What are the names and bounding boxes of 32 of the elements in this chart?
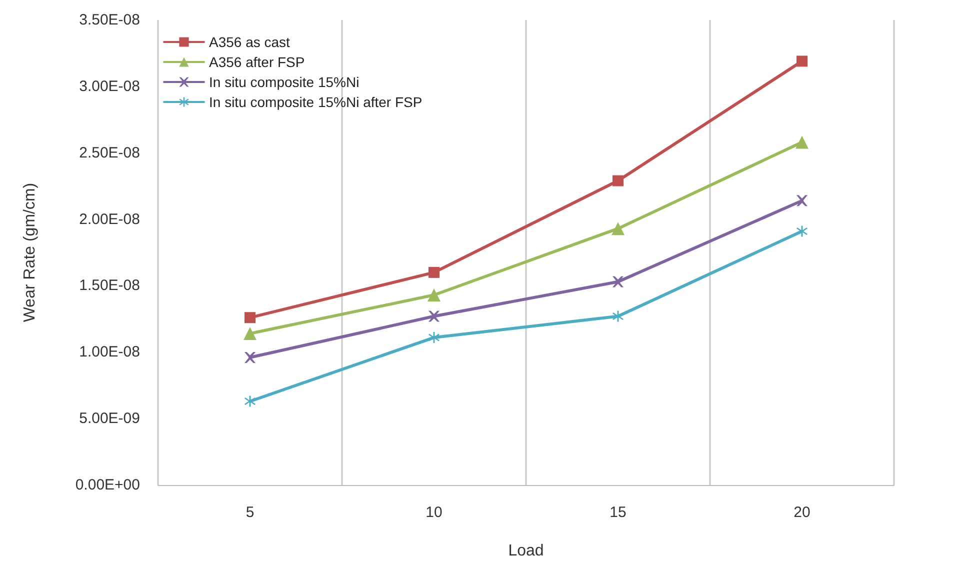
y-tick-label: 1.50E-08	[79, 277, 140, 294]
y-tick-label: 3.50E-08	[79, 12, 140, 28]
point	[796, 136, 808, 149]
point	[244, 312, 256, 324]
point	[428, 310, 440, 322]
point	[612, 276, 624, 288]
legend-label: In situ composite 15%Ni	[209, 74, 360, 90]
point	[796, 56, 808, 67]
x-tick-label: 10	[426, 504, 442, 521]
y-tick-label: 0.00E+00	[75, 476, 140, 494]
y-tick-label: 1.00E-08	[79, 344, 140, 361]
legend-label: A356 after FSP	[209, 54, 305, 70]
point	[612, 222, 624, 236]
x-axis-title: Load	[508, 542, 544, 560]
point	[244, 327, 256, 340]
y-axis-title: Wear Rate (gm/cm)	[22, 182, 38, 322]
y-tick-label: 5.00E-09	[79, 410, 140, 428]
legend-label: In situ composite 15%Ni after FSP	[209, 94, 422, 110]
x-tick-label: 15	[610, 504, 626, 521]
point	[796, 195, 808, 206]
point	[244, 352, 256, 363]
point	[244, 396, 256, 407]
x-tick-label: 5	[246, 504, 254, 521]
y-tick-label: 2.50E-08	[79, 144, 140, 162]
y-tick-label: 2.00E-08	[79, 210, 140, 228]
point	[428, 332, 440, 344]
y-tick-label: 3.00E-08	[79, 78, 140, 95]
point	[428, 266, 440, 278]
point	[428, 288, 440, 302]
point	[612, 175, 624, 186]
legend-label: A356 as cast	[209, 34, 290, 50]
x-tick-label: 20	[794, 504, 810, 521]
